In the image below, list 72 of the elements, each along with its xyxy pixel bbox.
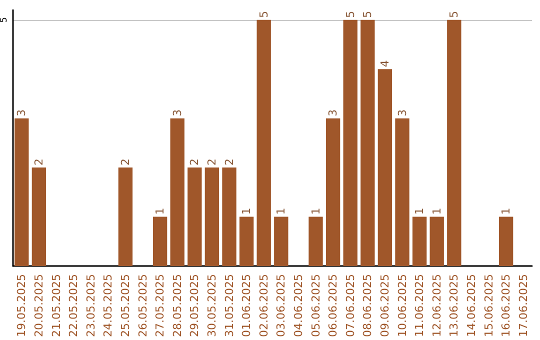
bar bbox=[360, 20, 375, 266]
x-tick-label: 21.05.2025 bbox=[50, 274, 63, 338]
bar bbox=[14, 118, 29, 266]
data-label: 1 bbox=[240, 208, 254, 215]
x-tick-label: 09.06.2025 bbox=[378, 274, 392, 338]
bar bbox=[256, 20, 271, 266]
x-tick-label: 17.06.2025 bbox=[516, 274, 530, 338]
x-tick-label: 02.06.2025 bbox=[257, 274, 270, 338]
data-label: 2 bbox=[222, 158, 236, 166]
x-tick-label: 10.06.2025 bbox=[396, 274, 409, 338]
data-label: 3 bbox=[326, 109, 340, 116]
x-tick-label: 27.05.2025 bbox=[154, 274, 167, 338]
data-label: 2 bbox=[205, 158, 218, 166]
x-tick-label: 16.06.2025 bbox=[500, 274, 513, 338]
data-label: 3 bbox=[170, 109, 184, 116]
bar bbox=[32, 168, 46, 266]
data-label: 1 bbox=[413, 208, 426, 215]
data-label: 2 bbox=[188, 158, 202, 166]
data-label: 5 bbox=[361, 10, 374, 18]
x-tick-label: 19.05.2025 bbox=[15, 274, 28, 338]
data-label: 3 bbox=[396, 109, 409, 116]
bar bbox=[152, 216, 168, 266]
bar bbox=[498, 216, 514, 266]
data-label: 2 bbox=[32, 158, 46, 166]
x-tick-label: 04.06.2025 bbox=[292, 274, 305, 338]
bar bbox=[118, 168, 133, 266]
x-tick-label: 28.05.2025 bbox=[170, 274, 184, 338]
data-label: 3 bbox=[15, 109, 28, 116]
bar bbox=[239, 216, 254, 266]
bar bbox=[343, 20, 358, 266]
data-label: 5 bbox=[257, 10, 270, 18]
bar bbox=[170, 118, 184, 266]
data-label: 5 bbox=[448, 10, 461, 18]
data-label: 1 bbox=[500, 208, 513, 215]
x-tick-label: 22.05.2025 bbox=[67, 274, 80, 338]
data-label: 1 bbox=[430, 208, 444, 215]
data-label: 1 bbox=[274, 208, 288, 215]
data-label: 2 bbox=[118, 158, 132, 166]
x-tick-label: 01.06.2025 bbox=[240, 274, 254, 338]
x-tick-label: 26.05.2025 bbox=[136, 274, 150, 338]
data-label: 5 bbox=[344, 10, 357, 18]
data-label: 1 bbox=[154, 208, 167, 215]
bar bbox=[447, 20, 462, 266]
bar bbox=[326, 118, 340, 266]
x-tick-label: 08.06.2025 bbox=[361, 274, 374, 338]
data-label: 4 bbox=[378, 60, 392, 68]
bar bbox=[204, 168, 220, 266]
x-tick-label: 12.06.2025 bbox=[430, 274, 444, 338]
x-tick-label: 31.05.2025 bbox=[222, 274, 236, 338]
x-tick-label: 13.06.2025 bbox=[448, 274, 461, 338]
x-tick-label: 29.05.2025 bbox=[188, 274, 202, 338]
x-tick-label: 30.05.2025 bbox=[205, 274, 218, 338]
x-tick-label: 07.06.2025 bbox=[344, 274, 357, 338]
bar bbox=[378, 69, 392, 266]
data-label: 1 bbox=[309, 208, 322, 215]
x-tick-label: 15.06.2025 bbox=[482, 274, 496, 338]
x-tick-label: 20.05.2025 bbox=[32, 274, 46, 338]
x-tick-label: 11.06.2025 bbox=[413, 274, 426, 338]
bar bbox=[412, 216, 427, 266]
bar bbox=[274, 216, 288, 266]
bar bbox=[222, 168, 236, 266]
x-tick-label: 24.05.2025 bbox=[102, 274, 115, 338]
bar bbox=[308, 216, 323, 266]
x-tick-label: 03.06.2025 bbox=[274, 274, 288, 338]
bar bbox=[188, 168, 202, 266]
x-tick-label: 05.06.2025 bbox=[309, 274, 322, 338]
x-tick-label: 25.05.2025 bbox=[118, 274, 132, 338]
x-tick-label: 14.06.2025 bbox=[464, 274, 478, 338]
x-tick-label: 06.06.2025 bbox=[326, 274, 340, 338]
x-tick-label: 23.05.2025 bbox=[84, 274, 98, 338]
bar bbox=[430, 216, 444, 266]
bar bbox=[395, 118, 410, 266]
